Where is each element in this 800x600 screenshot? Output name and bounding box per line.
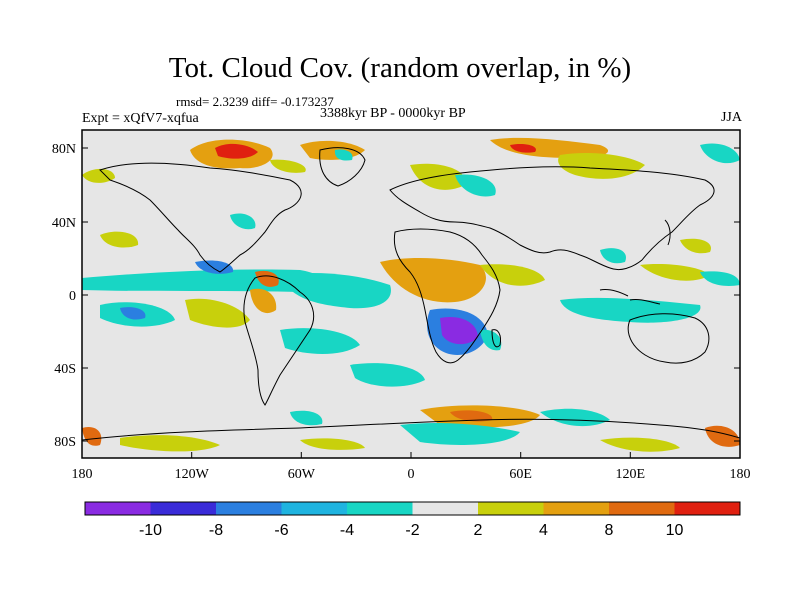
colorbar-label: 10 <box>666 522 684 539</box>
colorbar-label: -6 <box>274 522 288 539</box>
y-tick-label: 40N <box>52 216 76 231</box>
y-tick-label: 80N <box>52 142 76 157</box>
colorbar-label: 8 <box>605 522 614 539</box>
colorbar-frame <box>84 501 741 516</box>
colorbar-label: -2 <box>405 522 419 539</box>
map-title: Tot. Cloud Cov. (random overlap, in %) <box>168 52 632 84</box>
colorbar-label: -10 <box>139 522 162 539</box>
x-tick-label: 60E <box>509 467 532 482</box>
colorbar-swatch <box>216 502 282 515</box>
x-tick-label: 120W <box>175 467 210 482</box>
x-tick-label: 0 <box>408 467 415 482</box>
colorbar <box>84 501 741 516</box>
y-tick-label: 80S <box>54 435 76 450</box>
colorbar-swatch <box>543 502 609 515</box>
x-tick-label: 60W <box>288 467 316 482</box>
colorbar-swatch <box>281 502 347 515</box>
x-tick-label: 180 <box>730 467 751 482</box>
colorbar-label: -8 <box>209 522 223 539</box>
colorbar-label: -4 <box>340 522 354 539</box>
colorbar-swatch <box>609 502 675 515</box>
colorbar-swatch <box>150 502 216 515</box>
y-tick-label: 0 <box>69 289 76 304</box>
colorbar-label: 2 <box>474 522 483 539</box>
x-tick-label: 120E <box>616 467 646 482</box>
colorbar-swatch <box>85 502 151 515</box>
anomaly-field <box>82 137 740 452</box>
x-ticks <box>81 452 741 458</box>
colorbar-swatch <box>478 502 544 515</box>
x-tick-label: 180 <box>72 467 93 482</box>
colorbar-swatch <box>674 502 740 515</box>
map-panel <box>82 130 740 458</box>
stats-line: rmsd= 2.3239 diff= -0.173237 <box>176 94 334 109</box>
y-ticks <box>82 147 740 442</box>
experiment-label: Expt = xQfV7-xqfua <box>82 111 199 126</box>
colorbar-swatch <box>412 502 478 515</box>
y-tick-label: 40S <box>54 362 76 377</box>
coastlines <box>82 147 740 441</box>
season-label: JJA <box>720 110 742 125</box>
colorbar-label: 4 <box>539 522 548 539</box>
colorbar-swatch <box>347 502 413 515</box>
period-label: 3388kyr BP - 0000kyr BP <box>320 106 466 121</box>
